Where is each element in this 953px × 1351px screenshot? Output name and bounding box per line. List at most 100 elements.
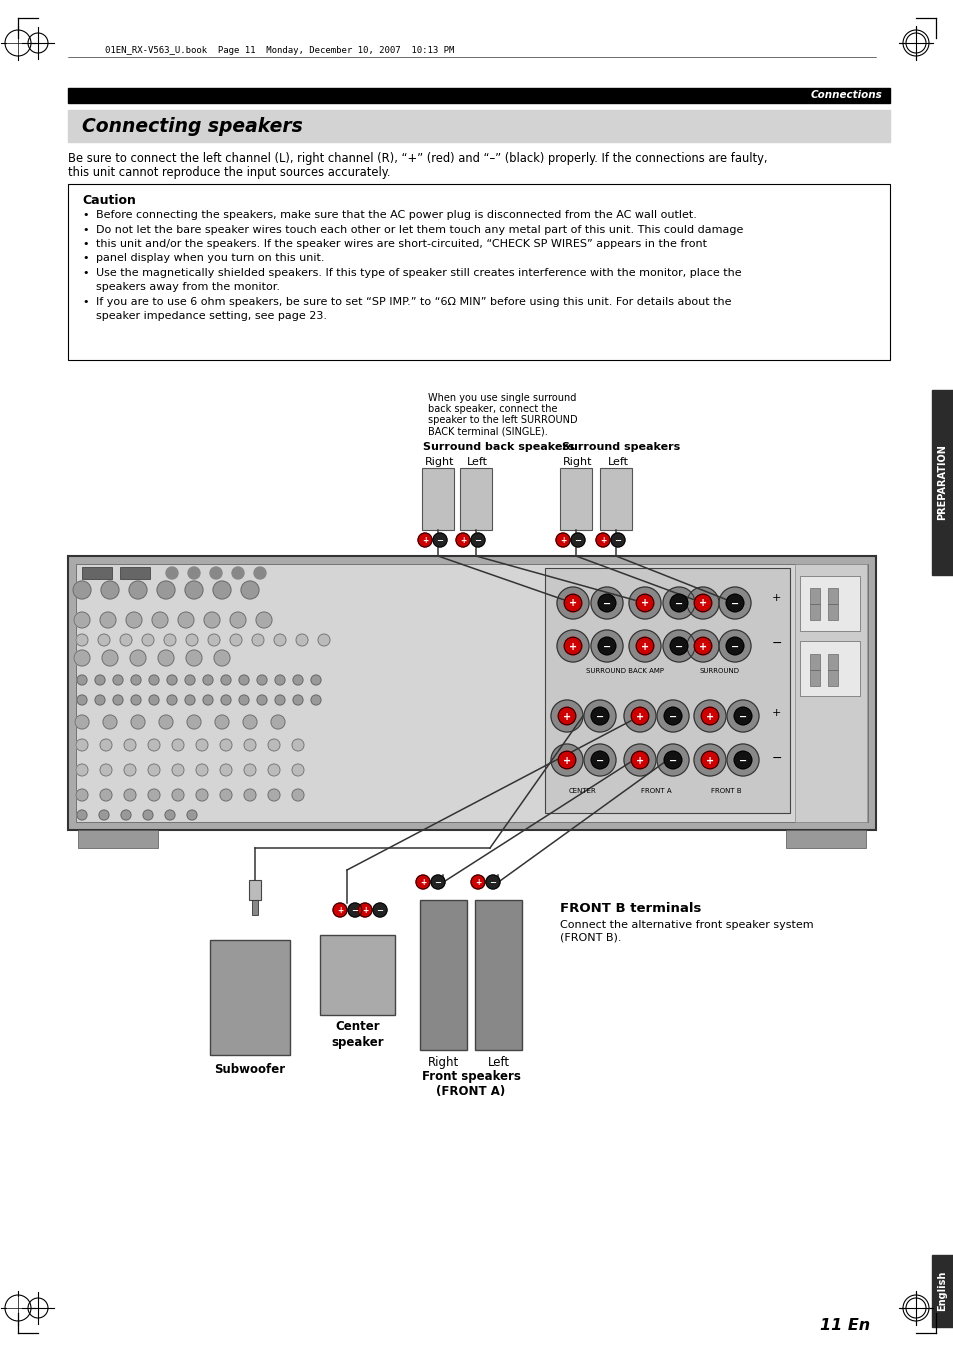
Circle shape xyxy=(456,534,470,547)
Text: (FRONT A): (FRONT A) xyxy=(436,1085,505,1098)
Circle shape xyxy=(663,707,681,724)
Text: Be sure to connect the left channel (L), right channel (R), “+” (red) and “–” (b: Be sure to connect the left channel (L),… xyxy=(68,153,767,165)
Circle shape xyxy=(102,650,118,666)
Text: this unit and/or the speakers. If the speaker wires are short-circuited, “CHECK : this unit and/or the speakers. If the sp… xyxy=(96,239,706,249)
Circle shape xyxy=(210,567,222,580)
Circle shape xyxy=(471,875,484,889)
Circle shape xyxy=(253,567,266,580)
Text: +: + xyxy=(636,712,643,721)
Text: +: + xyxy=(336,907,343,915)
Circle shape xyxy=(208,634,220,646)
Circle shape xyxy=(157,581,174,598)
Circle shape xyxy=(100,612,116,628)
Text: Surround back speakers: Surround back speakers xyxy=(422,442,574,453)
Circle shape xyxy=(557,630,588,662)
Circle shape xyxy=(631,751,648,769)
Circle shape xyxy=(623,744,656,775)
Circle shape xyxy=(256,676,267,685)
Text: +: + xyxy=(640,642,648,651)
Circle shape xyxy=(129,581,147,598)
Bar xyxy=(827,604,837,620)
Text: Before connecting the speakers, make sure that the AC power plug is disconnected: Before connecting the speakers, make sur… xyxy=(96,209,696,220)
Text: BACK terminal (SINGLE).: BACK terminal (SINGLE). xyxy=(428,426,547,436)
Circle shape xyxy=(152,612,168,628)
Bar xyxy=(827,670,837,686)
Circle shape xyxy=(558,707,576,724)
Text: Right: Right xyxy=(428,1056,458,1069)
Text: Right: Right xyxy=(425,457,455,467)
Circle shape xyxy=(142,634,153,646)
Text: •: • xyxy=(82,297,89,307)
Circle shape xyxy=(165,811,174,820)
Circle shape xyxy=(172,789,184,801)
Circle shape xyxy=(75,715,89,730)
Circle shape xyxy=(563,638,581,655)
Text: Center
speaker: Center speaker xyxy=(331,1020,383,1048)
Text: speaker to the left SURROUND: speaker to the left SURROUND xyxy=(428,415,577,426)
Text: Do not let the bare speaker wires touch each other or let them touch any metal p: Do not let the bare speaker wires touch … xyxy=(96,226,742,235)
Text: −: − xyxy=(596,712,603,721)
Circle shape xyxy=(596,534,609,547)
Text: +: + xyxy=(705,712,713,721)
Text: Surround speakers: Surround speakers xyxy=(561,442,679,453)
Text: Connecting speakers: Connecting speakers xyxy=(82,116,302,135)
Circle shape xyxy=(195,765,208,775)
Bar xyxy=(800,640,859,696)
Circle shape xyxy=(700,707,718,724)
Text: −: − xyxy=(668,712,677,721)
Circle shape xyxy=(700,751,718,769)
Bar xyxy=(252,900,257,915)
Circle shape xyxy=(274,676,285,685)
Bar xyxy=(82,567,112,580)
Circle shape xyxy=(213,581,231,598)
Circle shape xyxy=(100,789,112,801)
Circle shape xyxy=(662,586,695,619)
Text: −: − xyxy=(434,878,441,888)
Circle shape xyxy=(98,634,110,646)
Text: Connect the alternative front speaker system: Connect the alternative front speaker sy… xyxy=(559,920,813,929)
Text: PREPARATION: PREPARATION xyxy=(937,444,946,520)
Text: −: − xyxy=(771,636,781,650)
Circle shape xyxy=(185,676,194,685)
Circle shape xyxy=(149,694,159,705)
Circle shape xyxy=(274,694,285,705)
Circle shape xyxy=(268,765,280,775)
Circle shape xyxy=(657,700,688,732)
Circle shape xyxy=(670,638,687,655)
Circle shape xyxy=(203,694,213,705)
Circle shape xyxy=(99,811,109,820)
Bar xyxy=(459,467,492,530)
Bar xyxy=(794,563,866,821)
Text: 01EN_RX-V563_U.book  Page 11  Monday, December 10, 2007  10:13 PM: 01EN_RX-V563_U.book Page 11 Monday, Dece… xyxy=(105,46,454,55)
Circle shape xyxy=(631,707,648,724)
Circle shape xyxy=(172,739,184,751)
Circle shape xyxy=(563,594,581,612)
Text: +: + xyxy=(599,536,605,544)
Circle shape xyxy=(76,739,88,751)
Text: (FRONT B).: (FRONT B). xyxy=(559,932,620,942)
Bar xyxy=(827,654,837,670)
Circle shape xyxy=(271,715,285,730)
Circle shape xyxy=(292,739,304,751)
Text: −: − xyxy=(674,598,682,608)
Text: Use the magnetically shielded speakers. If this type of speaker still creates in: Use the magnetically shielded speakers. … xyxy=(96,267,740,278)
Text: Front speakers: Front speakers xyxy=(421,1070,520,1084)
Circle shape xyxy=(239,694,249,705)
Circle shape xyxy=(112,694,123,705)
Circle shape xyxy=(131,676,141,685)
Text: +: + xyxy=(640,598,648,608)
Text: +: + xyxy=(568,598,577,608)
Text: −: − xyxy=(436,536,443,544)
Circle shape xyxy=(583,744,616,775)
Circle shape xyxy=(77,694,87,705)
Circle shape xyxy=(583,700,616,732)
Bar xyxy=(544,567,789,813)
Circle shape xyxy=(719,630,750,662)
Text: −: − xyxy=(674,642,682,651)
Bar xyxy=(210,940,290,1055)
Text: this unit cannot reproduce the input sources accurately.: this unit cannot reproduce the input sou… xyxy=(68,166,390,178)
Circle shape xyxy=(124,739,136,751)
Circle shape xyxy=(726,744,759,775)
Text: Right: Right xyxy=(562,457,592,467)
Text: •: • xyxy=(82,253,89,263)
